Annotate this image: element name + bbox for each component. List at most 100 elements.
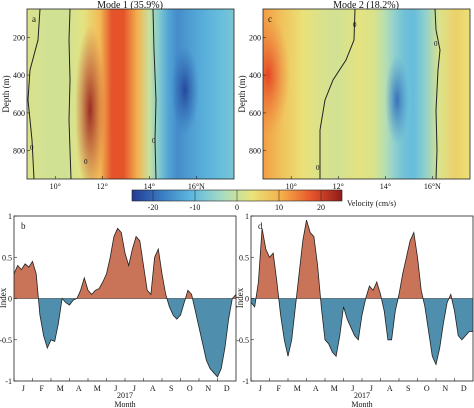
panel-a: Mode 1 (35.9%) 0 0 0 a Depth (m) 10° 12° 1… xyxy=(1,0,235,191)
panel-d-negative-area xyxy=(423,298,449,365)
month-label: A xyxy=(76,384,82,393)
panel-c-ticks: 10° 12° 14° 16°N 200 400 600 800 xyxy=(249,33,441,191)
month-label: N xyxy=(205,384,211,393)
panel-d-positive-area xyxy=(398,232,424,299)
panel-d-negative-area xyxy=(381,298,399,340)
month-label: O xyxy=(424,384,430,393)
y-tick-label: 1 xyxy=(245,212,249,221)
x-tick-label: 10° xyxy=(286,182,297,191)
colorbar-ticks: -20 -10 0 10 20 xyxy=(148,190,325,212)
y-tick-label: -1 xyxy=(242,377,249,386)
panel-c-contour-label: 0 xyxy=(353,21,357,29)
month-label: D xyxy=(461,384,467,393)
month-label: J xyxy=(370,384,373,393)
x-tick-label: 10° xyxy=(50,182,61,191)
panel-d-ylabel: Index xyxy=(235,287,245,308)
month-label: A xyxy=(313,384,319,393)
panel-c-zero-contour xyxy=(319,9,356,179)
colorbar-tick-label: 0 xyxy=(235,203,239,212)
panel-b-letter: b xyxy=(21,221,26,231)
month-label: J xyxy=(259,384,262,393)
y-tick-label: 200 xyxy=(249,33,261,42)
panel-d-year: 2017 xyxy=(354,391,370,400)
y-tick-label: 400 xyxy=(249,71,261,80)
panel-b-positive-area xyxy=(14,261,39,299)
panel-d-letter: d xyxy=(258,221,263,231)
month-label: N xyxy=(442,384,448,393)
panel-a-contour-label: 0 xyxy=(30,144,34,152)
colorbar-tick-label: 10 xyxy=(275,203,283,212)
x-tick-label: 12° xyxy=(97,182,108,191)
month-label: S xyxy=(169,384,173,393)
panel-b-xlabel: Month xyxy=(114,400,135,408)
panel-d-negative-area xyxy=(451,298,473,340)
panel-c-ylabel: Depth (m) xyxy=(237,75,247,112)
y-tick-label: 0.5 xyxy=(239,253,249,262)
panel-c-contour-label: 0 xyxy=(316,164,320,172)
panel-d-positive-area xyxy=(255,228,279,299)
month-label: M xyxy=(94,384,101,393)
month-label: F xyxy=(40,384,45,393)
panel-d-negative-area xyxy=(278,298,297,357)
panel-a-core-maximum xyxy=(75,25,105,179)
colorbar: Velocity (cm/s) -20 -10 0 10 20 xyxy=(131,189,396,212)
panel-d: d Index 2017 Month 1 0.5 0 -0.5 -1 J F M A M J J A S O… xyxy=(235,212,474,408)
month-label: D xyxy=(224,384,230,393)
y-tick-label: 800 xyxy=(13,147,25,156)
month-label: O xyxy=(187,384,193,393)
panel-d-positive-area xyxy=(296,220,321,299)
y-tick-label: -0.5 xyxy=(236,336,249,345)
panel-a-contour-label: 0 xyxy=(152,137,156,145)
panel-d-negative-area xyxy=(320,298,366,357)
panel-a-letter: a xyxy=(32,14,36,24)
y-tick-label: 600 xyxy=(249,109,261,118)
panel-b: b Index 2017 Month 1 0.5 0 -0.5 -1 J F M A M J J A S O… xyxy=(0,212,237,408)
month-label: M xyxy=(331,384,338,393)
panel-a-zero-contour xyxy=(27,9,41,179)
panel-c: Mode 2 (18.2%) 0 0 0 c Depth (m) 10° 12° 1… xyxy=(237,0,471,191)
month-label: J xyxy=(114,384,117,393)
panel-b-area xyxy=(13,227,237,378)
colorbar-tick-label: 20 xyxy=(317,203,325,212)
x-tick-label: 14° xyxy=(144,182,155,191)
panel-c-letter: c xyxy=(268,14,272,24)
colorbar-tick-label: -10 xyxy=(190,203,201,212)
month-label: S xyxy=(406,384,410,393)
month-label: M xyxy=(57,384,64,393)
month-label: A xyxy=(150,384,156,393)
month-label: A xyxy=(387,384,393,393)
panel-b-positive-area xyxy=(185,290,193,299)
panel-c-core-minimum xyxy=(385,55,409,145)
panel-b-negative-area xyxy=(62,298,77,306)
panel-a-field xyxy=(27,9,234,179)
panel-c-contour-label: 0 xyxy=(434,40,438,48)
y-tick-label: 0 xyxy=(245,295,249,304)
month-label: J xyxy=(22,384,25,393)
panel-b-ylabel: Index xyxy=(0,287,8,308)
panel-b-negative-area xyxy=(38,298,63,348)
panel-d-ticks: 1 0.5 0 -0.5 -1 J F M A M J J A S O N D xyxy=(236,212,467,393)
panel-d-xlabel: Month xyxy=(351,400,372,408)
y-tick-label: 600 xyxy=(13,109,25,118)
panel-a-core-minimum xyxy=(171,45,199,135)
panel-a-ticks: 10° 12° 14° 16°N 200 400 600 800 xyxy=(13,33,205,191)
panel-a-zero-contour xyxy=(152,9,157,179)
panel-a-contour-label: 0 xyxy=(84,158,88,166)
y-tick-label: 0.5 xyxy=(2,253,12,262)
panel-c-field xyxy=(263,9,470,179)
y-tick-label: 200 xyxy=(13,33,25,42)
month-label: F xyxy=(277,384,282,393)
panel-c-zero-contour xyxy=(434,9,441,179)
month-label: M xyxy=(294,384,301,393)
y-tick-label: 800 xyxy=(249,147,261,156)
month-label: J xyxy=(133,384,136,393)
panel-c-title: Mode 2 (18.2%) xyxy=(333,0,399,11)
panel-b-negative-area xyxy=(192,298,233,377)
y-tick-label: -0.5 xyxy=(0,336,12,345)
panel-b-series-line xyxy=(13,227,237,378)
y-tick-label: 1 xyxy=(8,212,12,221)
panel-d-area xyxy=(250,219,473,366)
x-tick-label: 16°N xyxy=(424,182,441,191)
y-tick-label: 0 xyxy=(8,295,12,304)
